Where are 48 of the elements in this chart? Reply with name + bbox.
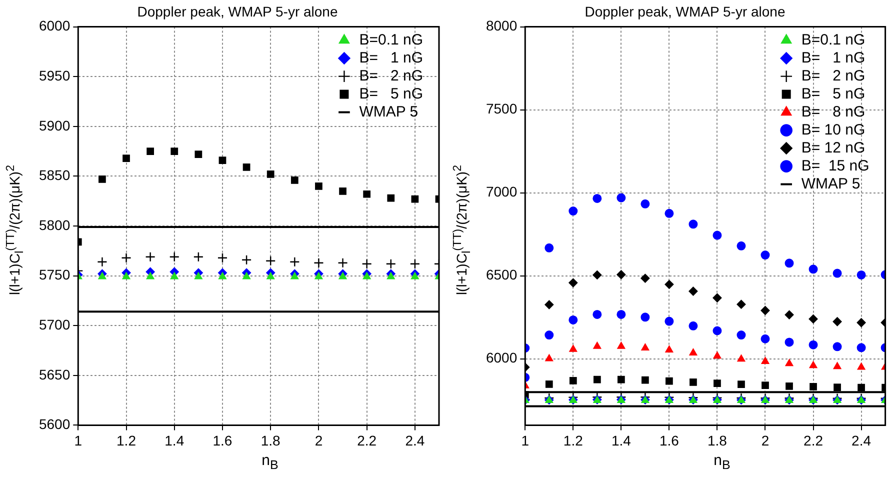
x-tick-label: 2 [761, 432, 770, 448]
x-tick-label: 1.2 [116, 432, 136, 448]
y-tick-label: 6500 [486, 266, 518, 283]
x-tick-label: 2 [314, 432, 323, 448]
legend-label: B= 1 nG [359, 49, 424, 66]
legend-label: B= 2 nG [801, 67, 866, 84]
x-tick-label: 2.2 [357, 432, 377, 448]
y-tick-label: 5850 [38, 167, 70, 184]
y-tick-label: 7500 [486, 100, 518, 117]
x-tick-label: 1 [74, 432, 82, 448]
x-tick-label: 1.6 [212, 432, 232, 448]
legend-label: B= 10 nG [801, 121, 866, 138]
y-tick-label: 5900 [38, 117, 70, 134]
legend-label: WMAP 5 [359, 103, 418, 120]
legend-label: B= 1 nG [801, 49, 866, 66]
x-tick-label: 1.4 [611, 432, 632, 448]
x-tick-label: 1.6 [659, 432, 680, 448]
legend-label: B= 2 nG [359, 67, 424, 84]
legend-label: B=0.1 nG [801, 31, 866, 48]
x-tick-label: 2.4 [852, 432, 872, 448]
y-tick-label: 5950 [38, 67, 70, 84]
y-tick-label: 8000 [486, 18, 518, 34]
x-axis-title: n$_{B}$ [714, 452, 730, 472]
y-tick-label: 6000 [38, 18, 70, 34]
x-tick-label: 1.2 [563, 432, 584, 448]
x-axis-title: n$_{B}$ [262, 452, 278, 472]
legend-label: B= 12 nG [801, 139, 866, 156]
legend-label: B= 15 nG [801, 157, 870, 174]
y-tick-label: 5650 [38, 366, 70, 382]
x-tick-label: 1.4 [164, 432, 184, 448]
x-tick-label: 2.4 [405, 432, 425, 448]
y-tick-label: 7000 [486, 184, 518, 200]
x-tick-label: 1 [521, 432, 530, 448]
legend-label: B= 5 nG [359, 85, 424, 102]
chart-title: Doppler peak, WMAP 5-yr alone [584, 3, 786, 20]
chart-title: Doppler peak, WMAP 5-yr alone [137, 3, 338, 20]
legend-label: B=0.1 nG [359, 31, 424, 48]
y-tick-label: 6000 [486, 350, 518, 366]
legend-label: WMAP 5 [801, 175, 860, 192]
x-tick-label: 2.2 [804, 432, 824, 448]
x-tick-label: 1.8 [260, 432, 281, 448]
legend-label: B= 5 nG [801, 85, 866, 102]
y-tick-label: 5800 [38, 216, 70, 233]
y-tick-label: 5750 [38, 266, 70, 283]
y-tick-label: 5700 [38, 316, 70, 332]
y-tick-label: 5600 [38, 416, 70, 432]
legend-label: B= 8 nG [801, 103, 866, 120]
x-tick-label: 1.8 [707, 432, 728, 448]
